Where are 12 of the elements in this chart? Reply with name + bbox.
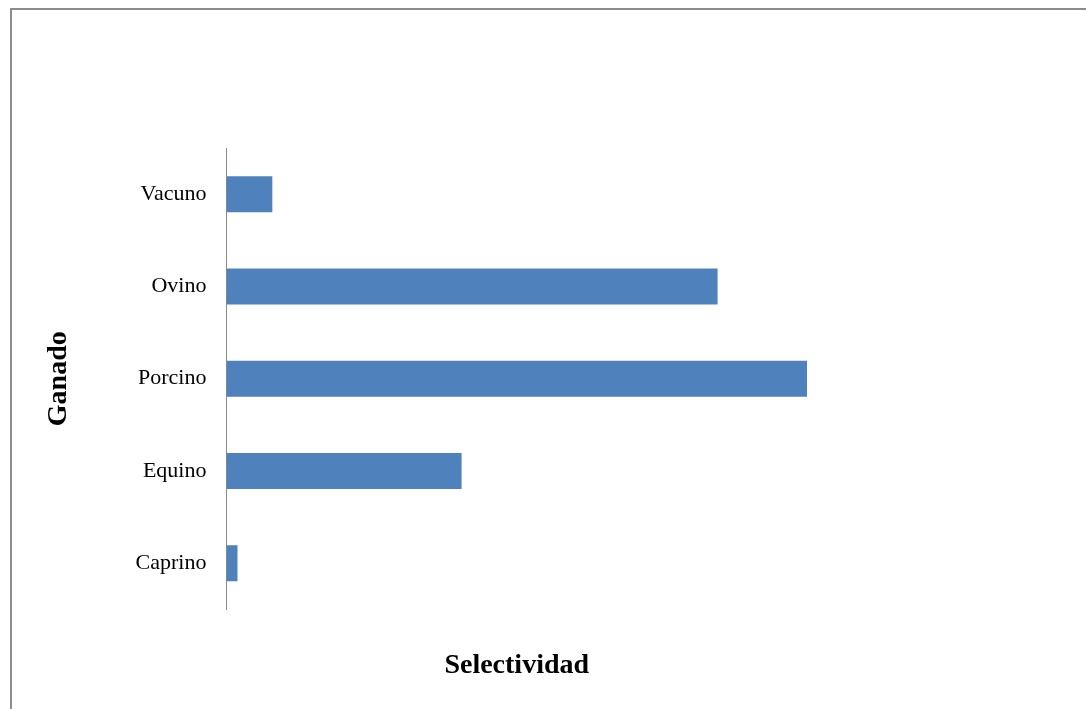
bar: [226, 452, 462, 489]
y-axis-title: Ganado: [41, 331, 73, 427]
bar: [226, 360, 807, 397]
y-tick-label: Porcino: [138, 364, 207, 390]
y-tick-label: Equino: [142, 456, 207, 482]
bar: [226, 176, 273, 213]
bar: [226, 268, 718, 305]
bar: [226, 545, 238, 582]
y-tick-label: Ovino: [151, 272, 207, 298]
y-tick-label: Vacuno: [140, 179, 207, 205]
y-tick-label: Caprino: [135, 549, 207, 575]
x-axis-title: Selectividad: [444, 648, 590, 680]
